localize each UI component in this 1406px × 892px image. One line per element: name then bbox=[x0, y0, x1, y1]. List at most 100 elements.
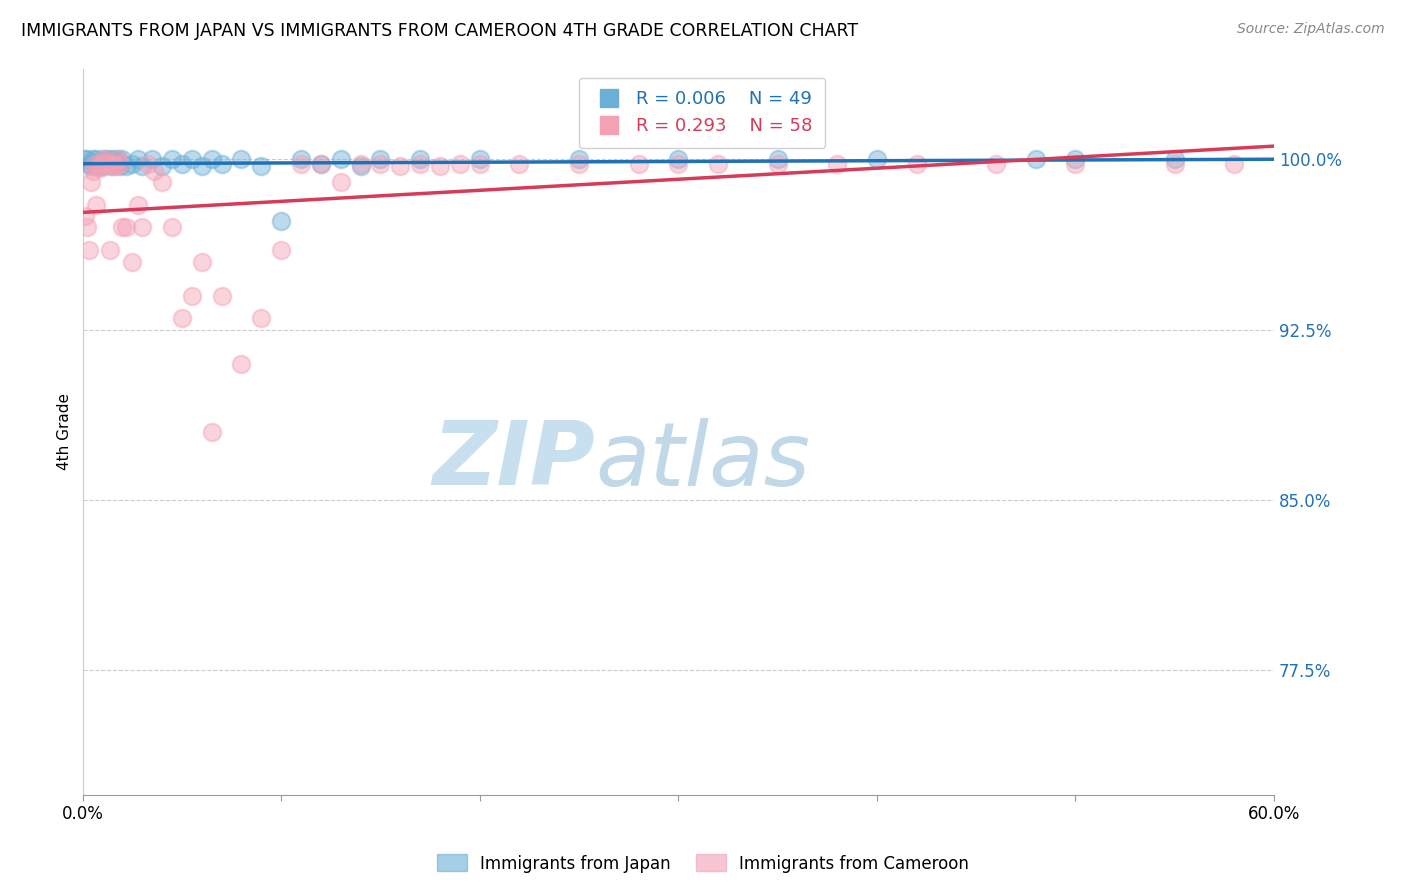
Point bbox=[370, 157, 392, 171]
Point bbox=[409, 153, 432, 167]
Point bbox=[270, 213, 292, 227]
Point bbox=[76, 220, 98, 235]
Point bbox=[131, 220, 153, 235]
Point bbox=[1064, 157, 1087, 171]
Point bbox=[180, 288, 202, 302]
Point bbox=[160, 220, 183, 235]
Point bbox=[231, 153, 253, 167]
Point bbox=[766, 153, 789, 167]
Point bbox=[82, 153, 104, 167]
Point bbox=[73, 153, 96, 167]
Point bbox=[1064, 153, 1087, 167]
Legend: R = 0.006    N = 49, R = 0.293    N = 58: R = 0.006 N = 49, R = 0.293 N = 58 bbox=[579, 78, 825, 148]
Point bbox=[100, 243, 122, 257]
Point bbox=[150, 175, 173, 189]
Point bbox=[77, 243, 100, 257]
Point bbox=[309, 157, 332, 171]
Point bbox=[211, 157, 233, 171]
Point bbox=[309, 157, 332, 171]
Point bbox=[110, 159, 132, 173]
Point bbox=[170, 157, 193, 171]
Point bbox=[349, 157, 371, 171]
Point bbox=[389, 159, 412, 173]
Point bbox=[93, 159, 115, 173]
Point bbox=[111, 153, 134, 167]
Point bbox=[766, 157, 789, 171]
Point bbox=[180, 153, 202, 167]
Y-axis label: 4th Grade: 4th Grade bbox=[58, 393, 72, 470]
Point bbox=[707, 157, 730, 171]
Point bbox=[103, 157, 125, 171]
Point bbox=[370, 153, 392, 167]
Point bbox=[250, 311, 273, 326]
Point bbox=[105, 159, 128, 173]
Point bbox=[86, 198, 108, 212]
Point bbox=[508, 157, 530, 171]
Point bbox=[77, 157, 100, 171]
Point bbox=[429, 159, 451, 173]
Text: atlas: atlas bbox=[595, 417, 810, 504]
Point bbox=[87, 159, 110, 173]
Point bbox=[1223, 157, 1246, 171]
Point bbox=[866, 153, 889, 167]
Point bbox=[627, 157, 650, 171]
Point bbox=[87, 159, 110, 173]
Point bbox=[79, 175, 101, 189]
Point bbox=[150, 159, 173, 173]
Point bbox=[101, 159, 124, 173]
Point bbox=[270, 243, 292, 257]
Point bbox=[115, 220, 138, 235]
Point bbox=[91, 157, 114, 171]
Point bbox=[111, 220, 134, 235]
Point bbox=[329, 175, 352, 189]
Point bbox=[121, 254, 143, 268]
Point bbox=[103, 153, 125, 167]
Text: IMMIGRANTS FROM JAPAN VS IMMIGRANTS FROM CAMEROON 4TH GRADE CORRELATION CHART: IMMIGRANTS FROM JAPAN VS IMMIGRANTS FROM… bbox=[21, 22, 858, 40]
Point bbox=[136, 157, 159, 171]
Point bbox=[127, 153, 149, 167]
Point bbox=[984, 157, 1007, 171]
Point bbox=[449, 157, 471, 171]
Point bbox=[82, 163, 104, 178]
Point bbox=[825, 157, 848, 171]
Legend: Immigrants from Japan, Immigrants from Cameroon: Immigrants from Japan, Immigrants from C… bbox=[430, 847, 976, 880]
Text: ZIP: ZIP bbox=[432, 417, 595, 504]
Point bbox=[143, 163, 166, 178]
Point bbox=[121, 157, 143, 171]
Point bbox=[190, 254, 212, 268]
Point bbox=[905, 157, 928, 171]
Point bbox=[101, 159, 124, 173]
Point bbox=[79, 159, 101, 173]
Point bbox=[105, 157, 128, 171]
Point bbox=[290, 157, 312, 171]
Point bbox=[211, 288, 233, 302]
Point bbox=[91, 153, 114, 167]
Point bbox=[568, 157, 591, 171]
Point bbox=[160, 153, 183, 167]
Point bbox=[231, 357, 253, 371]
Point bbox=[409, 157, 432, 171]
Point bbox=[666, 157, 689, 171]
Point bbox=[89, 157, 111, 171]
Point bbox=[97, 157, 120, 171]
Point bbox=[568, 153, 591, 167]
Point bbox=[170, 311, 193, 326]
Point bbox=[131, 159, 153, 173]
Point bbox=[86, 153, 108, 167]
Point bbox=[107, 153, 129, 167]
Point bbox=[83, 157, 105, 171]
Point bbox=[250, 159, 273, 173]
Point bbox=[107, 153, 129, 167]
Point bbox=[100, 153, 122, 167]
Point bbox=[97, 157, 120, 171]
Point bbox=[93, 153, 115, 167]
Text: Source: ZipAtlas.com: Source: ZipAtlas.com bbox=[1237, 22, 1385, 37]
Point bbox=[1163, 157, 1185, 171]
Point bbox=[201, 153, 224, 167]
Point bbox=[89, 161, 111, 176]
Point bbox=[76, 153, 98, 167]
Point bbox=[73, 209, 96, 223]
Point bbox=[201, 425, 224, 439]
Point bbox=[96, 153, 118, 167]
Point bbox=[666, 153, 689, 167]
